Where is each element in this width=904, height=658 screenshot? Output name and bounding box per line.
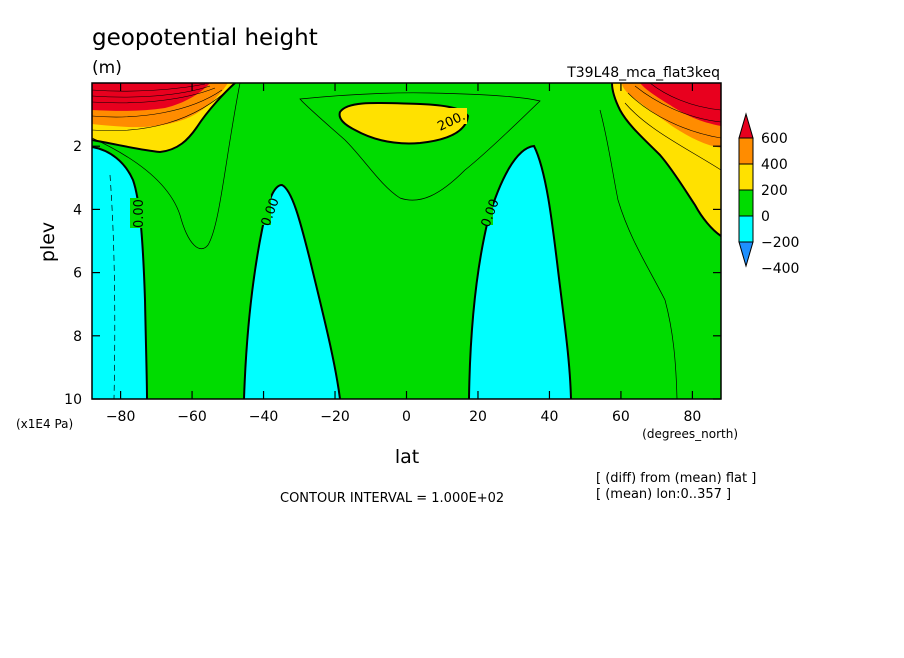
- note-mean: [ (mean) lon:0..357 ]: [596, 487, 731, 502]
- colorbar-box: [738, 189, 754, 217]
- y-axis: 2 4 6 8 10: [64, 139, 721, 408]
- y-tick-label: 10: [64, 392, 82, 408]
- fill-red-right: [640, 83, 721, 126]
- x-tick-label: −20: [320, 409, 350, 425]
- colorbar-label: 600: [761, 131, 788, 147]
- x-tick-label: 60: [612, 409, 630, 425]
- y-axis-label: plev: [37, 222, 59, 262]
- colorbar-box: [738, 137, 754, 165]
- thin-contours: [92, 83, 678, 399]
- contour-fills: [92, 83, 721, 399]
- colorbar-label: 0: [761, 209, 770, 225]
- colorbar: 600 400 200 0 −200 −400: [738, 112, 799, 277]
- x-tick-label: −60: [177, 409, 207, 425]
- x-tick-label: −80: [106, 409, 136, 425]
- fill-cyan-mid-right: [469, 146, 571, 399]
- x-tick-label: 0: [402, 409, 411, 425]
- colorbar-label: −200: [761, 235, 799, 251]
- units-label: (m): [92, 58, 122, 78]
- colorbar-box: [738, 215, 754, 243]
- y-axis-units: (x1E4 Pa): [16, 417, 73, 431]
- y-tick-label: 2: [73, 139, 82, 155]
- colorbar-box: [738, 163, 754, 191]
- run-label: T39L48_mca_flat3keq: [566, 65, 720, 81]
- note-diff: [ (diff) from (mean) flat ]: [596, 471, 756, 486]
- colorbar-label: 400: [761, 157, 788, 173]
- x-tick-label: −40: [249, 409, 279, 425]
- fill-yellow-center: [339, 102, 468, 144]
- fill-red-left-top: [92, 83, 210, 111]
- colorbar-label: −400: [761, 261, 799, 277]
- colorbar-label: 200: [761, 183, 788, 199]
- fill-cyan-mid-left: [244, 185, 340, 399]
- zero-contours: [92, 83, 721, 399]
- x-tick-label: 20: [469, 409, 487, 425]
- y-tick-label: 8: [73, 329, 82, 345]
- contour-label-1: 0.00: [132, 199, 147, 228]
- contour-interval: CONTOUR INTERVAL = 1.000E+02: [280, 491, 504, 506]
- dense-contours: [92, 83, 721, 171]
- y-tick-label: 6: [73, 266, 82, 282]
- y-tick-label: 4: [73, 202, 82, 218]
- colorbar-bottom-triangle: [738, 241, 754, 268]
- x-axis-label: lat: [395, 446, 419, 468]
- x-tick-label: 80: [683, 409, 701, 425]
- x-axis-units: (degrees_north): [642, 427, 738, 441]
- x-axis: −80 −60 −40 −20 0 20 40 60 80: [106, 83, 701, 425]
- x-tick-label: 40: [541, 409, 559, 425]
- chart-title: geopotential height: [92, 25, 318, 51]
- colorbar-top-triangle: [738, 112, 754, 139]
